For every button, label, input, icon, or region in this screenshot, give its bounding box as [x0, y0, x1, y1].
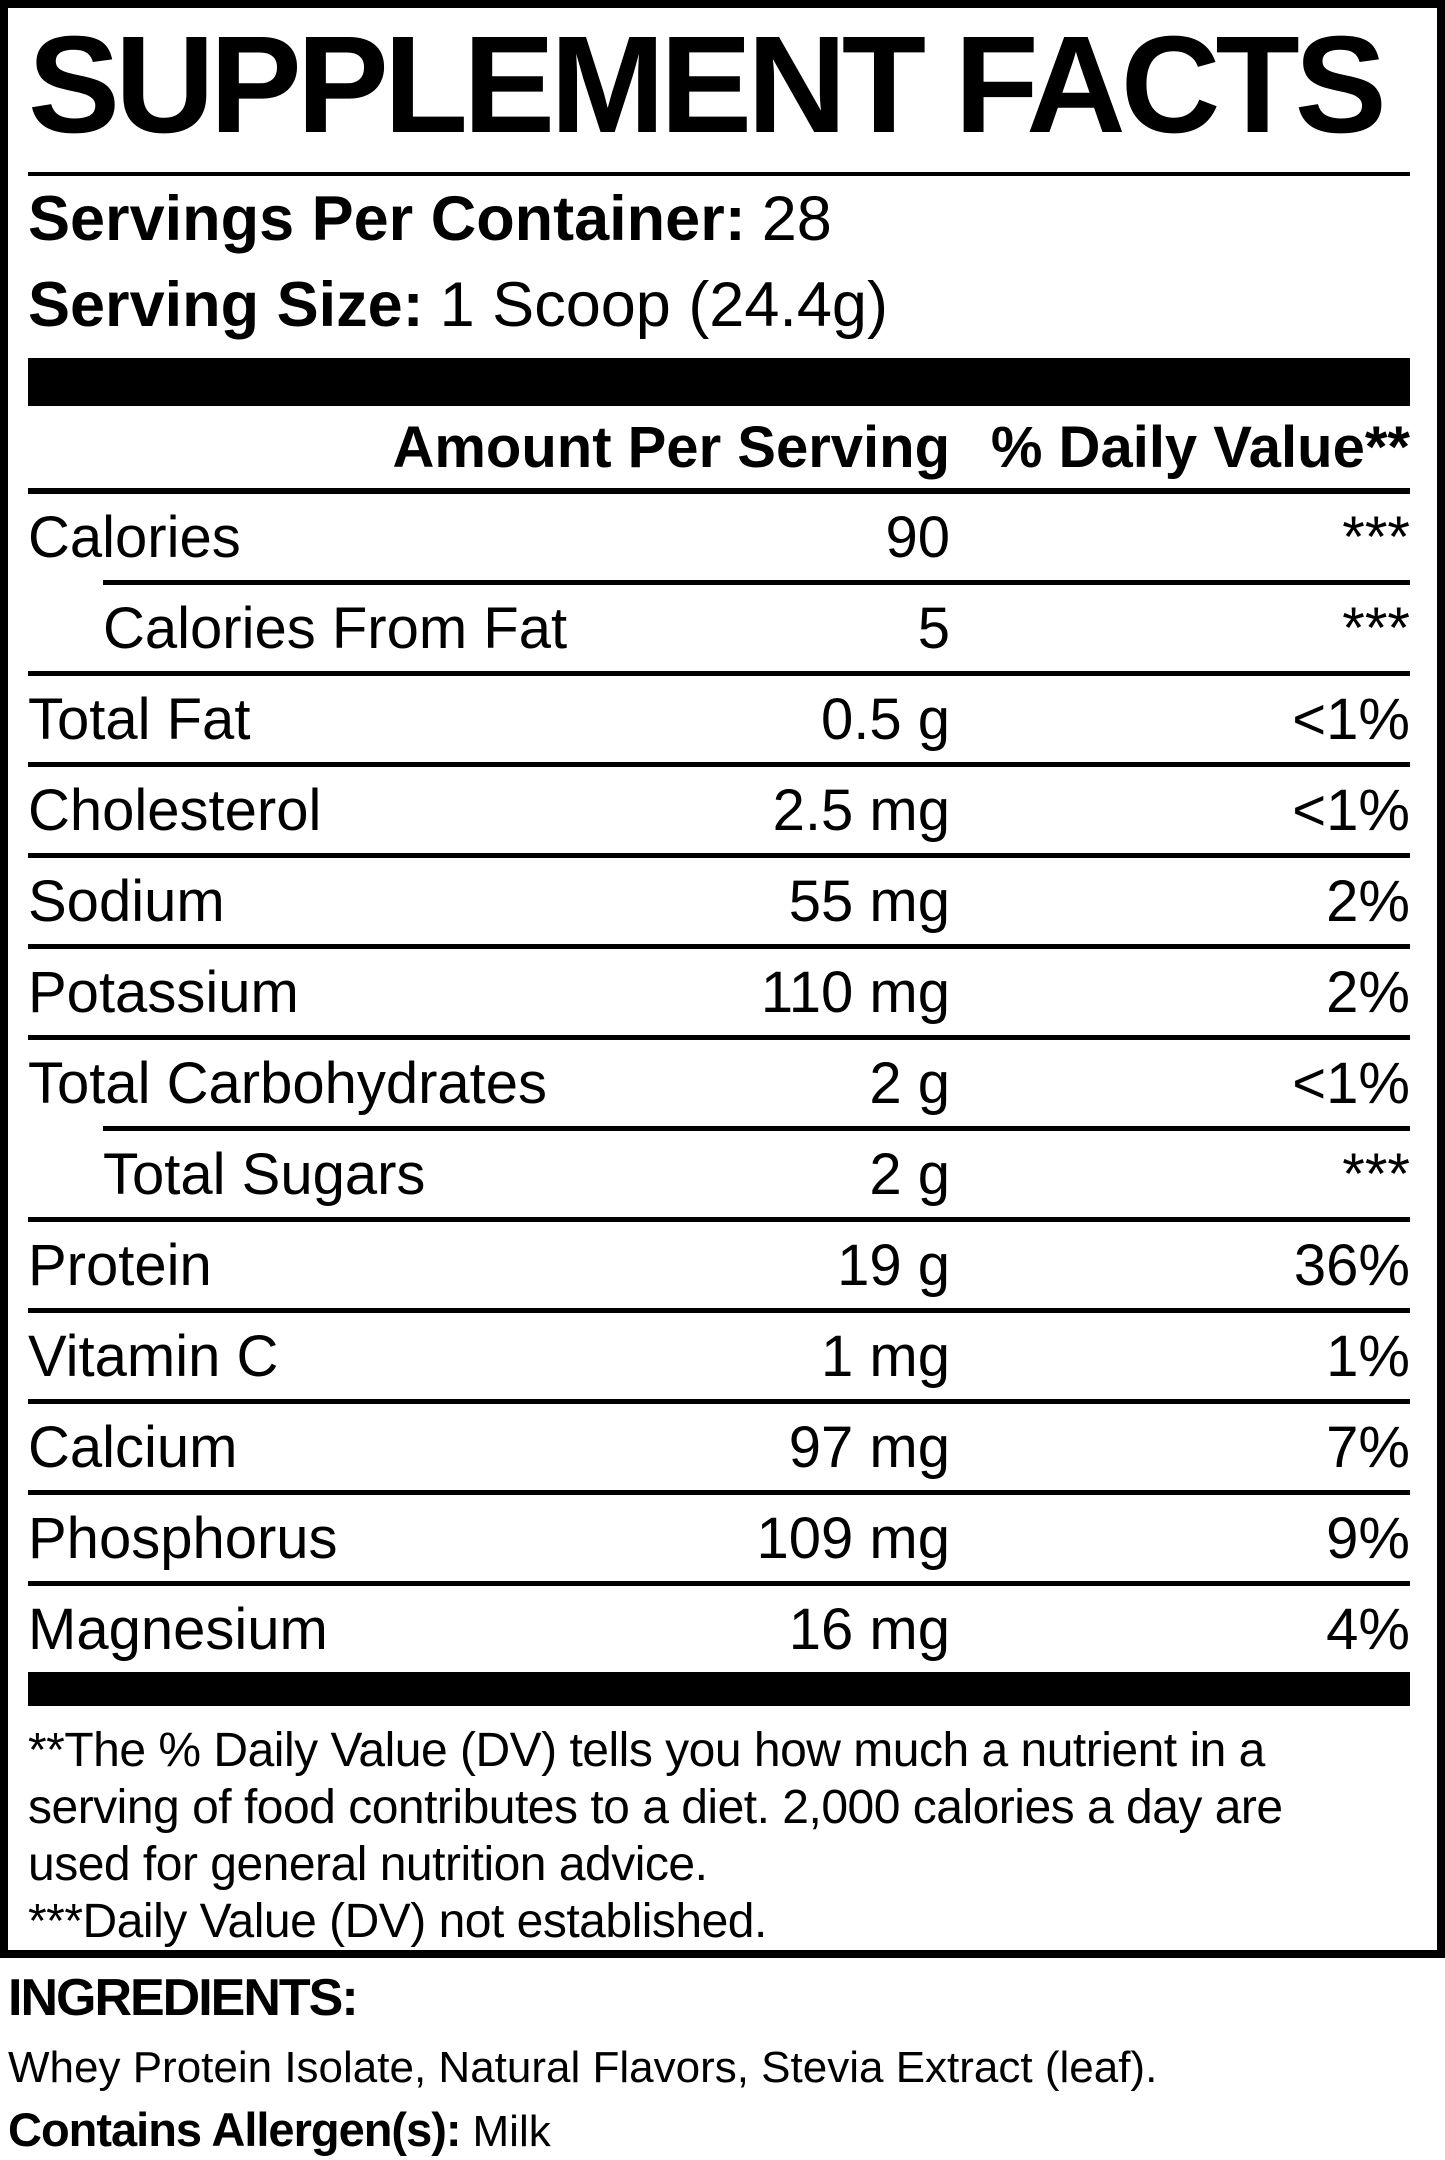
daily-value-header: % Daily Value** [990, 414, 1410, 480]
nutrient-dv: 4% [1326, 1596, 1410, 1662]
nutrient-amount: 55 mg [788, 868, 950, 934]
nutrient-name: Magnesium [28, 1596, 328, 1662]
nutrient-amount: 97 mg [788, 1414, 950, 1480]
nutrient-amount: 1 mg [821, 1323, 950, 1389]
servings-per-container-line: Servings Per Container: 28 [28, 176, 1410, 262]
nutrient-dv: 36% [1293, 1232, 1410, 1298]
nutrient-dv: *** [1342, 504, 1410, 570]
nutrient-dv: 2% [1326, 959, 1410, 1025]
ingredients-heading: INGREDIENTS: [8, 1969, 359, 2027]
nutrient-name: Sodium [28, 868, 225, 934]
nutrient-row: Total Fat 0.5 g <1% [28, 671, 1410, 762]
nutrient-row: Phosphorus 109 mg 9% [28, 1490, 1410, 1581]
nutrient-name: Total Carbohydrates [28, 1050, 548, 1116]
nutrient-dv: 7% [1326, 1414, 1410, 1480]
nutrient-row: Cholesterol 2.5 mg <1% [28, 762, 1410, 853]
nutrient-dv: *** [1342, 1141, 1410, 1207]
nutrient-name: Cholesterol [28, 777, 322, 843]
panel-title: SUPPLEMENT FACTS [28, 8, 1387, 162]
table-header-row: Amount Per Serving % Daily Value** [28, 406, 1410, 494]
nutrient-row: Total Sugars 2 g *** [103, 1126, 1410, 1217]
allergen-label: Contains Allergen(s): [8, 2103, 462, 2156]
nutrient-name: Potassium [28, 959, 299, 1025]
nutrient-row: Sodium 55 mg 2% [28, 853, 1410, 944]
nutrient-row: Vitamin C 1 mg 1% [28, 1308, 1410, 1399]
nutrient-table: Calories 90 *** Calories From Fat 5 *** … [28, 494, 1410, 1672]
allergen-value: Milk [472, 2107, 551, 2156]
serving-size-value: 1 Scoop (24.4g) [439, 270, 888, 340]
nutrient-amount: 2.5 mg [772, 777, 950, 843]
nutrient-dv: <1% [1292, 686, 1410, 752]
nutrient-row: Magnesium 16 mg 4% [28, 1581, 1410, 1672]
nutrient-amount: 0.5 g [821, 686, 950, 752]
nutrient-dv: 2% [1326, 868, 1410, 934]
nutrient-row: Potassium 110 mg 2% [28, 944, 1410, 1035]
nutrient-row: Calcium 97 mg 7% [28, 1399, 1410, 1490]
nutrient-amount: 2 g [869, 1050, 950, 1116]
nutrient-row: Calories From Fat 5 *** [103, 580, 1410, 671]
amount-per-serving-header: Amount Per Serving [392, 414, 950, 480]
nutrient-dv: 9% [1326, 1505, 1410, 1571]
section-separator-bar-top [28, 358, 1410, 406]
nutrient-amount: 2 g [869, 1141, 950, 1207]
nutrient-amount: 109 mg [756, 1505, 950, 1571]
section-separator-bar-bottom [28, 1672, 1410, 1706]
nutrient-row: Calories 90 *** [28, 494, 1410, 580]
nutrient-amount: 90 [885, 504, 950, 570]
nutrient-amount: 5 [917, 595, 950, 661]
nutrient-name: Total Fat [28, 686, 251, 752]
ingredients-list: Whey Protein Isolate, Natural Flavors, S… [8, 2043, 1158, 2092]
nutrient-dv: *** [1342, 595, 1410, 661]
nutrient-name: Vitamin C [28, 1323, 279, 1389]
nutrient-dv: 1% [1326, 1323, 1410, 1389]
nutrient-dv: <1% [1292, 777, 1410, 843]
servings-per-container-value: 28 [761, 184, 832, 254]
nutrient-row: Protein 19 g 36% [28, 1217, 1410, 1308]
nutrient-amount: 16 mg [788, 1596, 950, 1662]
nutrient-name: Protein [28, 1232, 212, 1298]
supplement-facts-panel: SUPPLEMENT FACTS Servings Per Container:… [0, 0, 1445, 1958]
daily-value-footnote: **The % Daily Value (DV) tells you how m… [28, 1724, 1283, 1948]
nutrient-row: Total Carbohydrates 2 g <1% [28, 1035, 1410, 1126]
nutrient-amount: 19 g [837, 1232, 950, 1298]
nutrient-name: Calcium [28, 1414, 238, 1480]
serving-size-label: Serving Size: [28, 270, 424, 340]
nutrient-name: Calories From Fat [103, 595, 568, 661]
nutrient-amount: 110 mg [760, 959, 950, 1025]
allergen-line: Contains Allergen(s): Milk [8, 2102, 1415, 2160]
servings-per-container-label: Servings Per Container: [28, 184, 746, 254]
nutrient-name: Calories [28, 504, 241, 570]
ingredients-section: INGREDIENTS: Whey Protein Isolate, Natur… [0, 1958, 1445, 2160]
title-divider [28, 172, 1410, 176]
nutrient-dv: <1% [1292, 1050, 1410, 1116]
nutrient-name: Total Sugars [103, 1141, 426, 1207]
serving-size-line: Serving Size: 1 Scoop (24.4g) [28, 262, 1410, 348]
nutrient-name: Phosphorus [28, 1505, 338, 1571]
